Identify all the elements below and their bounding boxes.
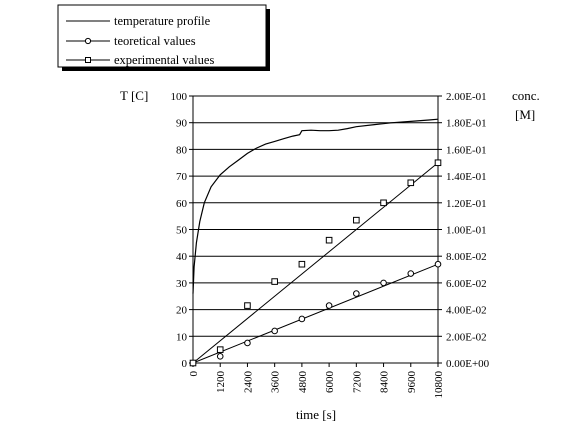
y2-tick-label: 1.60E-01	[446, 144, 487, 156]
y2-tick-label: 1.00E-01	[446, 225, 487, 237]
legend-item-teoretical: teoretical values	[66, 34, 196, 48]
y-tick-label: 80	[176, 144, 188, 156]
legend-label-temperature: temperature profile	[114, 14, 211, 28]
experimental-point	[216, 346, 224, 353]
y2-tick-label: 1.20E-01	[446, 198, 487, 210]
x-tick-label: 3600	[270, 371, 282, 394]
legend-box	[57, 4, 267, 68]
experimental-point	[298, 260, 306, 268]
teoretical-point	[407, 270, 415, 277]
y-tick-label: 20	[176, 305, 188, 317]
series	[189, 118, 442, 367]
legend-item-experimental: experimental values	[66, 53, 214, 67]
y2-tick-label: 8.00E-02	[446, 251, 487, 263]
y-tick-label: 0	[182, 358, 188, 370]
y-tick-label: 30	[176, 278, 188, 290]
teoretical-point	[325, 302, 333, 309]
y-tick-label: 40	[176, 251, 188, 263]
legend-item-temperature: temperature profile	[66, 14, 211, 28]
legend-marker-circle	[84, 37, 92, 45]
x-tick-label: 8400	[379, 371, 391, 394]
experimental-point	[244, 302, 251, 309]
y2-tick-label: 1.40E-01	[446, 171, 487, 183]
experimental-point	[271, 278, 278, 285]
experimental-point	[407, 179, 415, 187]
teoretical-trend-line	[192, 263, 439, 364]
legend-marker-square	[85, 57, 91, 63]
experimental-trend-line	[192, 162, 439, 364]
y2-tick-label: 4.00E-02	[446, 305, 487, 317]
axes	[189, 95, 442, 367]
teoretical-point	[380, 279, 387, 287]
x-axis-label: time [s]	[296, 407, 336, 422]
y-tick-label: 100	[171, 91, 188, 103]
x-tick-label: 10800	[433, 371, 445, 399]
series-experimental-values	[189, 159, 442, 367]
teoretical-point	[271, 327, 278, 335]
series-temperature-profile	[192, 118, 439, 294]
legend-label-experimental: experimental values	[114, 53, 214, 67]
teoretical-point	[434, 260, 442, 268]
series-teoretical-values	[189, 260, 442, 367]
x-tick-label: 7200	[351, 371, 363, 394]
y-axis-label: T [C]	[120, 88, 148, 103]
y-tick-label: 70	[176, 171, 188, 183]
temperature-profile-line	[192, 118, 439, 294]
teoretical-point	[244, 339, 251, 347]
y-tick-label: 50	[176, 225, 188, 237]
y2-tick-label: 0.00E+00	[446, 358, 490, 370]
experimental-point	[434, 159, 442, 167]
legend: temperature profile teoretical values ex…	[57, 4, 270, 71]
x-tick-label: 4800	[297, 371, 309, 394]
x-tick-labels: 0 1200 2400 3600 4800 6000 7200 8400 9600 10800	[188, 371, 445, 399]
teoretical-point	[216, 353, 224, 360]
y2-tick-label: 2.00E-02	[446, 331, 487, 343]
y2-axis-label-line2: [M]	[515, 107, 535, 122]
teoretical-point	[353, 290, 360, 297]
y2-tick-labels: 0.00E+00 2.00E-02 4.00E-02 6.00E-02 8.00E-02…	[446, 91, 490, 370]
y-tick-label: 60	[176, 198, 188, 210]
y-tick-label: 10	[176, 331, 188, 343]
y2-tick-label: 6.00E-02	[446, 278, 487, 290]
teoretical-point	[298, 315, 306, 323]
experimental-point	[325, 236, 333, 244]
legend-label-teoretical: teoretical values	[114, 34, 196, 48]
y-tick-labels: 0 10 20 30 40 50 60 70 80 90 100	[171, 91, 188, 370]
experimental-point	[380, 199, 387, 207]
x-tick-label: 9600	[406, 371, 418, 394]
grid	[193, 95, 438, 337]
x-tick-label: 2400	[242, 371, 254, 394]
y2-tick-label: 2.00E-01	[446, 91, 487, 103]
x-tick-label: 6000	[324, 371, 336, 394]
y2-tick-label: 1.80E-01	[446, 118, 487, 130]
x-tick-label: 0	[188, 371, 200, 377]
y-tick-label: 90	[176, 118, 188, 130]
x-tick-label: 1200	[215, 371, 227, 394]
y2-axis-label-line1: conc.	[512, 88, 540, 103]
experimental-point	[353, 216, 360, 224]
experimental-point	[189, 359, 197, 367]
